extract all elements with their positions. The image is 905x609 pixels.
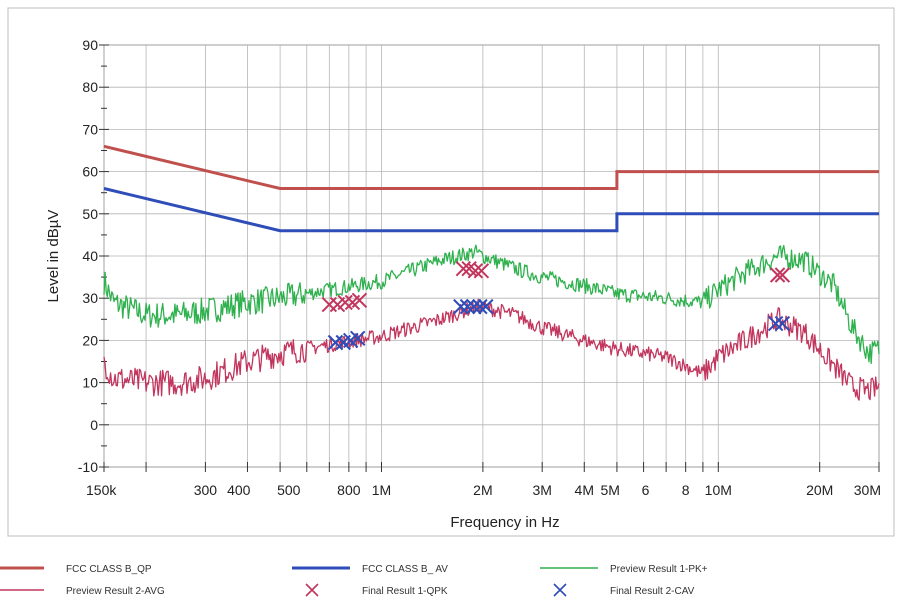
legend-label: Final Result 2-CAV bbox=[610, 586, 695, 597]
marker-final-result-1-qpk bbox=[337, 294, 353, 311]
legend-label: Final Result 1-QPK bbox=[362, 586, 448, 597]
marker-final-result-1-qpk bbox=[467, 263, 484, 279]
x-tick-label: 20M bbox=[806, 482, 833, 498]
y-tick-label: 50 bbox=[82, 206, 98, 222]
legend-label: FCC CLASS B_QP bbox=[66, 564, 152, 575]
legend-swatch bbox=[553, 583, 567, 597]
marker-final-result-2-cav bbox=[472, 298, 488, 315]
marker-final-result-2-cav bbox=[327, 334, 344, 351]
x-tick-label: 500 bbox=[277, 482, 301, 498]
marker-final-result-1-qpk bbox=[455, 260, 472, 277]
x-axis-ticks: 150k 300 400 500 800 1M 2M 3M 4M 5M 6 8 10M 20M 30M bbox=[86, 462, 881, 498]
y-axis-ticks: -10 0 10 20 30 40 50 60 70 80 90 bbox=[78, 37, 109, 475]
marker-layer bbox=[321, 260, 791, 351]
legend-item-fcc-class-b-qp: FCC CLASS B_QP bbox=[0, 564, 152, 575]
x-tick-label: 800 bbox=[337, 482, 361, 498]
y-tick-label: 10 bbox=[82, 375, 98, 391]
legend-item-preview-result-1-pk: Preview Result 1-PK+ bbox=[540, 564, 708, 575]
marker-final-result-1-qpk bbox=[769, 267, 786, 283]
legend-item-final-result-1-qpk: Final Result 1-QPK bbox=[305, 583, 448, 597]
trace-preview-result-1-pk bbox=[103, 244, 880, 365]
y-tick-label: 60 bbox=[82, 164, 98, 180]
marker-final-result-2-cav bbox=[478, 298, 494, 315]
legend-label: Preview Result 1-PK+ bbox=[610, 564, 708, 575]
y-tick-label: 40 bbox=[82, 248, 98, 264]
marker-final-result-2-cav bbox=[350, 330, 366, 346]
y-tick-label: -10 bbox=[78, 459, 98, 475]
y-tick-label: 80 bbox=[82, 79, 98, 95]
y-tick-label: 90 bbox=[82, 37, 98, 53]
x-tick-label: 3M bbox=[532, 482, 551, 498]
x-tick-label: 6 bbox=[642, 482, 650, 498]
x-tick-label: 5M bbox=[600, 482, 619, 498]
marker-final-result-2-cav bbox=[774, 315, 791, 332]
legend-item-final-result-2-cav: Final Result 2-CAV bbox=[553, 583, 695, 597]
series-layer bbox=[103, 144, 880, 401]
x-tick-label: 10M bbox=[705, 482, 732, 498]
y-axis-title: Level in dBµV bbox=[45, 210, 62, 303]
x-tick-label: 150k bbox=[86, 482, 117, 498]
legend-label: FCC CLASS B_ AV bbox=[362, 564, 448, 575]
y-tick-label: 70 bbox=[82, 121, 98, 137]
y-tick-label: 0 bbox=[90, 417, 98, 433]
marker-final-result-2-cav bbox=[767, 315, 784, 332]
x-tick-label: 2M bbox=[473, 482, 492, 498]
legend-item-fcc-class-b-av: FCC CLASS B_ AV bbox=[292, 564, 448, 575]
x-tick-label: 8 bbox=[682, 482, 690, 498]
legend-swatch bbox=[305, 583, 319, 597]
y-tick-label: 30 bbox=[82, 290, 98, 306]
marker-final-result-2-cav bbox=[453, 298, 469, 315]
x-tick-label: 300 bbox=[194, 482, 218, 498]
x-axis-title: Frequency in Hz bbox=[450, 514, 559, 531]
marker-final-result-1-qpk bbox=[774, 267, 791, 283]
grid bbox=[103, 44, 880, 468]
marker-final-result-1-qpk bbox=[351, 292, 368, 309]
x-tick-label: 1M bbox=[372, 482, 391, 498]
legend-item-preview-result-2-avg: Preview Result 2-AVG bbox=[0, 586, 165, 597]
trace-preview-result-2-avg bbox=[103, 298, 880, 401]
legend: FCC CLASS B_QP FCC CLASS B_ AV Preview Res… bbox=[0, 564, 708, 597]
marker-final-result-1-qpk bbox=[473, 263, 490, 279]
limit-line-fcc-class-b-av bbox=[103, 187, 879, 233]
x-tick-label: 30M bbox=[854, 482, 881, 498]
marker-final-result-2-cav bbox=[459, 298, 476, 315]
legend-label: Preview Result 2-AVG bbox=[66, 586, 165, 597]
x-tick-label: 400 bbox=[227, 482, 251, 498]
limit-line-fcc-class-b-qp bbox=[103, 144, 879, 190]
y-tick-label: 20 bbox=[82, 332, 98, 348]
marker-final-result-2-cav bbox=[466, 298, 482, 315]
x-tick-label: 4M bbox=[575, 482, 594, 498]
